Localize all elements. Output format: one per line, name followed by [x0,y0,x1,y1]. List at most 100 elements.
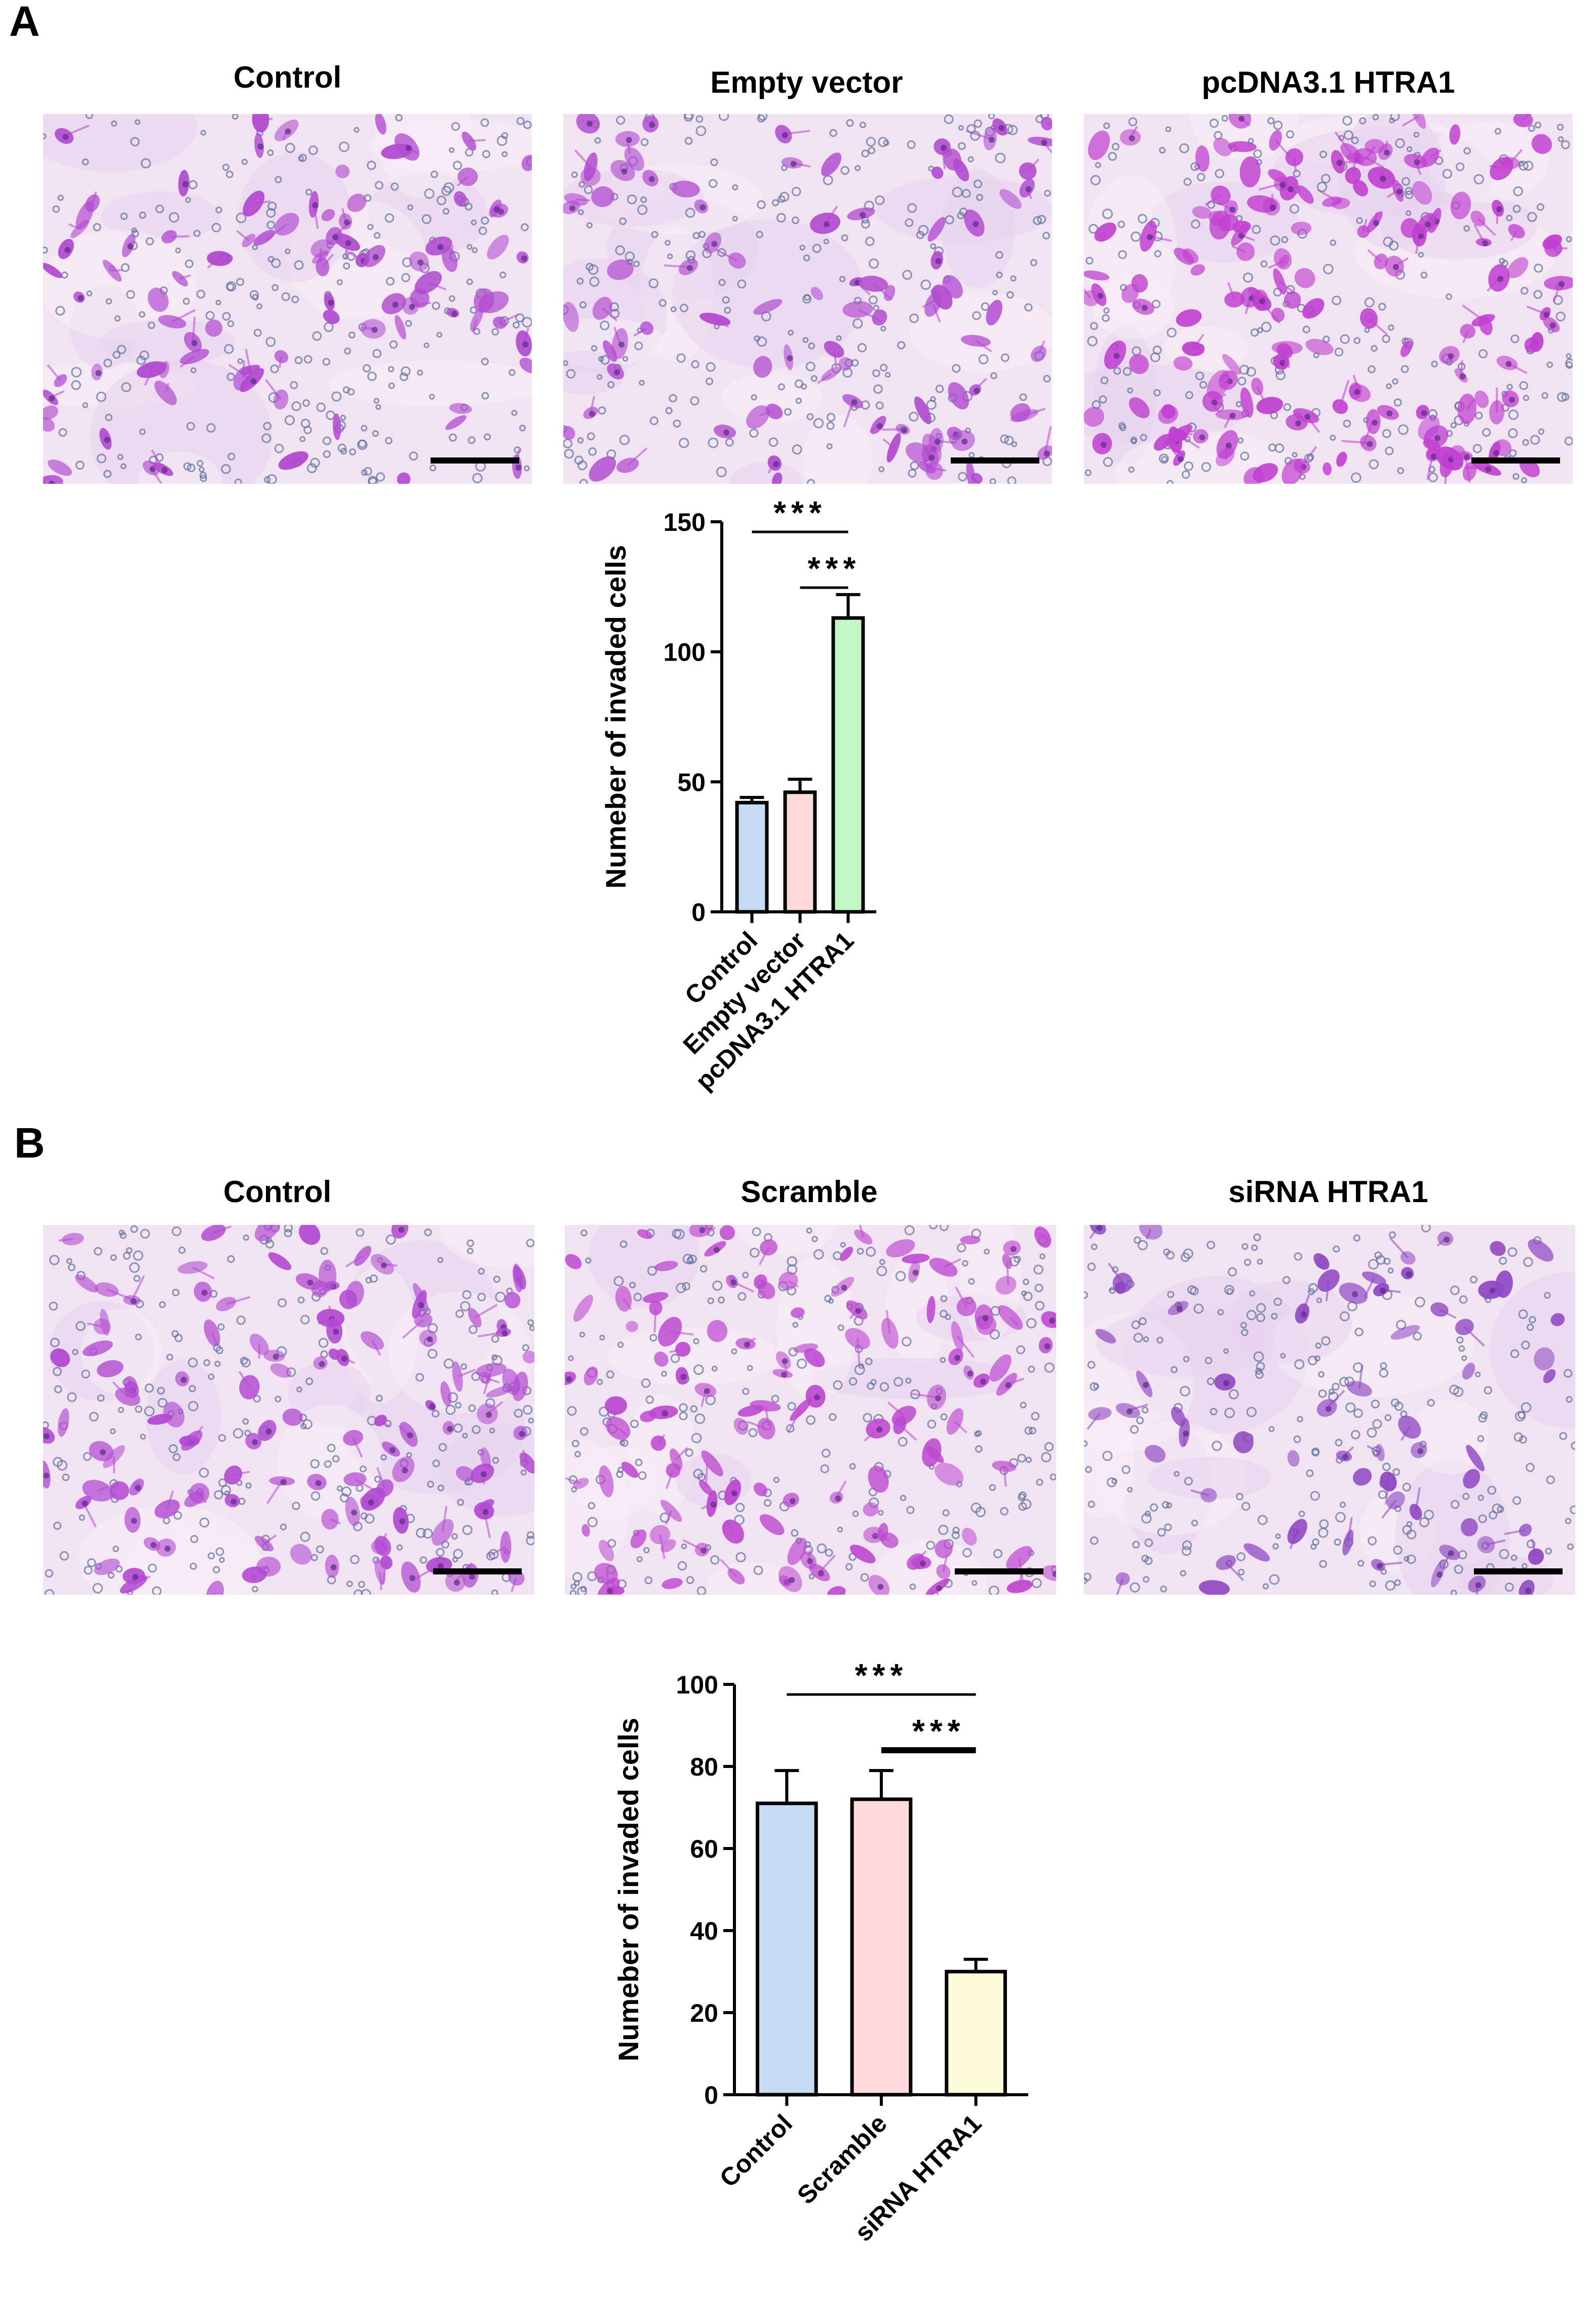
pore [667,253,673,259]
pore [354,127,360,133]
cell-nucleus [250,378,257,384]
pore [732,184,738,190]
pore [1528,125,1535,132]
pore [97,453,107,464]
cell-nucleus [566,1376,572,1382]
pore [253,328,262,337]
pore [1217,1308,1224,1316]
pore [879,1259,885,1265]
pore [682,1282,691,1291]
pore [1473,174,1484,185]
cell-process [511,1577,518,1592]
pore [1243,1258,1252,1266]
pore [208,1552,215,1560]
pore [563,360,568,366]
pore [909,1583,916,1590]
pore [472,247,478,253]
pore [385,277,395,286]
pore [1521,477,1528,484]
stained-cell [1291,221,1312,235]
cell-process [1400,1427,1411,1441]
pore [716,467,727,478]
pore [527,1319,534,1326]
cell-nucleus [351,1509,358,1516]
pore [1122,367,1132,376]
cell-process [885,1310,891,1334]
pore [860,122,867,129]
pore [1143,1576,1150,1583]
cell-nucleus [1113,353,1120,359]
pore [1564,1369,1573,1378]
stained-cell [43,262,63,278]
pore [1512,473,1520,480]
pore [94,1247,103,1256]
stained-cell [883,285,896,301]
pore [53,1521,62,1530]
pore [1413,131,1420,138]
pore [193,229,201,237]
cell-nucleus [614,369,620,376]
pore [488,1549,499,1560]
pore [1223,1348,1229,1354]
cell-nucleus [1211,399,1218,406]
pore [1458,1345,1465,1352]
stained-cell [849,1545,876,1564]
cell-process [859,1225,865,1238]
cell-nucleus [161,467,168,474]
cell-nucleus [988,136,995,143]
pore [1529,1316,1536,1324]
stained-cell [840,1247,853,1261]
cell-nucleus [589,411,595,417]
pore [103,358,112,368]
cell-nucleus [1376,1563,1383,1569]
pore [792,216,800,224]
cell-process [192,1266,215,1280]
pore [1084,1440,1088,1447]
pore [119,1229,125,1236]
pore [1545,1548,1552,1555]
pore [1449,1384,1460,1395]
pore [758,114,768,121]
pore [1246,367,1256,377]
cell-process [659,1534,666,1559]
cell-process [1289,1531,1299,1550]
stained-cell [1195,145,1210,172]
cell-nucleus [1448,353,1454,360]
pore [168,1444,178,1453]
pore [140,1228,150,1239]
stained-cell [1161,404,1176,419]
stained-cell [1239,156,1261,187]
stained-cell [750,1400,781,1412]
stained-cell [1112,1273,1133,1293]
y-tick-label: 100 [676,1671,718,1699]
pore [643,1547,650,1554]
stained-cell [594,1563,618,1585]
pore [799,244,805,251]
pore [837,1526,843,1532]
cell-nucleus [1225,442,1232,449]
pore [241,159,248,165]
background-blotch [90,359,273,484]
background-blotch [563,168,705,227]
pore [1319,1560,1328,1568]
cell-nucleus [82,1500,88,1507]
pore [291,401,301,411]
pore [1533,290,1543,299]
pore [1136,1416,1144,1424]
stained-cell [1273,248,1292,270]
pore [388,382,395,389]
cell-process [1552,283,1561,302]
cell-process [151,449,164,470]
cell-process [352,1437,363,1458]
pore [105,298,112,305]
pore [1179,143,1189,153]
pore [1111,142,1120,151]
background-blotch [721,373,823,423]
stained-cell [100,1308,110,1336]
pore [1204,1357,1213,1365]
stained-cell [914,396,931,425]
pore [1561,140,1570,149]
pore [1240,1322,1247,1329]
stained-cell [1084,407,1105,427]
pore [481,216,489,225]
